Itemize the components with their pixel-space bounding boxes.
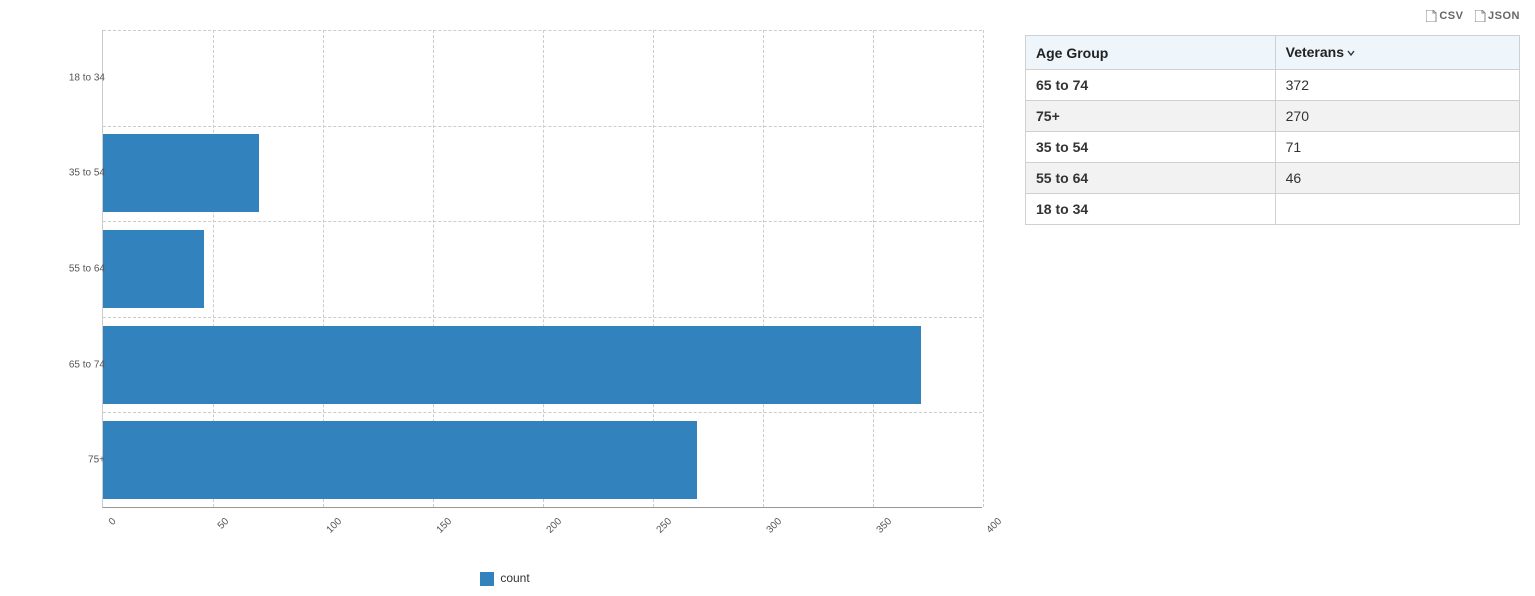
x-axis-tick-label: 300 [765,516,785,536]
y-axis-tick-label: 18 to 34 [45,72,105,83]
sort-descending-icon [1346,45,1356,61]
table-row: 35 to 5471 [1026,132,1520,163]
legend-label: count [500,571,529,585]
bar [103,134,259,212]
column-header-veterans[interactable]: Veterans [1275,36,1519,70]
gridline-vertical [983,30,984,507]
export-json-label: JSON [1488,10,1520,22]
gridline-horizontal [103,126,982,127]
row-header-cell: 35 to 54 [1026,132,1276,163]
table-row: 65 to 74372 [1026,70,1520,101]
x-axis-tick-label: 100 [325,516,345,536]
gridline-vertical [763,30,764,507]
value-cell [1275,194,1519,225]
gridline-horizontal [103,30,982,31]
data-table: Age Group Veterans 65 to 7437275+27035 t… [1025,35,1520,225]
gridline-horizontal [103,317,982,318]
bar [103,326,921,404]
export-csv-label: CSV [1439,10,1463,22]
y-axis-tick-label: 35 to 54 [45,168,105,179]
bar-chart: 18 to 3435 to 5455 to 6465 to 7475+ 0501… [10,10,995,505]
legend-swatch [480,572,494,586]
x-axis-tick-label: 350 [875,516,895,536]
column-header-age-group[interactable]: Age Group [1026,36,1276,70]
y-axis-tick-label: 75+ [45,455,105,466]
gridline-vertical [873,30,874,507]
export-json-button[interactable]: JSON [1475,10,1520,22]
x-axis-tick-label: 0 [107,516,119,528]
y-axis-tick-label: 55 to 64 [45,264,105,275]
x-axis-tick-label: 150 [435,516,455,536]
column-header-label: Age Group [1036,45,1108,61]
bar [103,421,697,499]
gridline-horizontal [103,412,982,413]
row-header-cell: 75+ [1026,101,1276,132]
export-csv-button[interactable]: CSV [1426,10,1463,22]
table-row: 55 to 6446 [1026,163,1520,194]
chart-legend: count [0,571,1010,586]
x-axis-tick-label: 200 [545,516,565,536]
value-cell: 372 [1275,70,1519,101]
table-panel: CSV JSON Age Group Veterans 65 to 743727… [1010,0,1535,596]
y-axis-tick-label: 65 to 74 [45,359,105,370]
gridline-horizontal [103,221,982,222]
export-row: CSV JSON [1025,10,1520,25]
row-header-cell: 55 to 64 [1026,163,1276,194]
file-icon [1426,10,1437,22]
value-cell: 71 [1275,132,1519,163]
chart-panel: 18 to 34 35 to 54 55 to 64 65 to 74 75+ 0 50 1… [0,0,1010,596]
table-row: 75+270 [1026,101,1520,132]
value-cell: 46 [1275,163,1519,194]
x-axis-tick-label: 50 [216,516,232,532]
table-row: 18 to 34 [1026,194,1520,225]
file-icon [1475,10,1486,22]
row-header-cell: 18 to 34 [1026,194,1276,225]
value-cell: 270 [1275,101,1519,132]
row-header-cell: 65 to 74 [1026,70,1276,101]
plot-area [102,30,982,508]
x-axis-tick-label: 400 [985,516,1005,536]
bar [103,230,204,308]
x-axis-tick-label: 250 [655,516,675,536]
column-header-label: Veterans [1286,44,1344,60]
